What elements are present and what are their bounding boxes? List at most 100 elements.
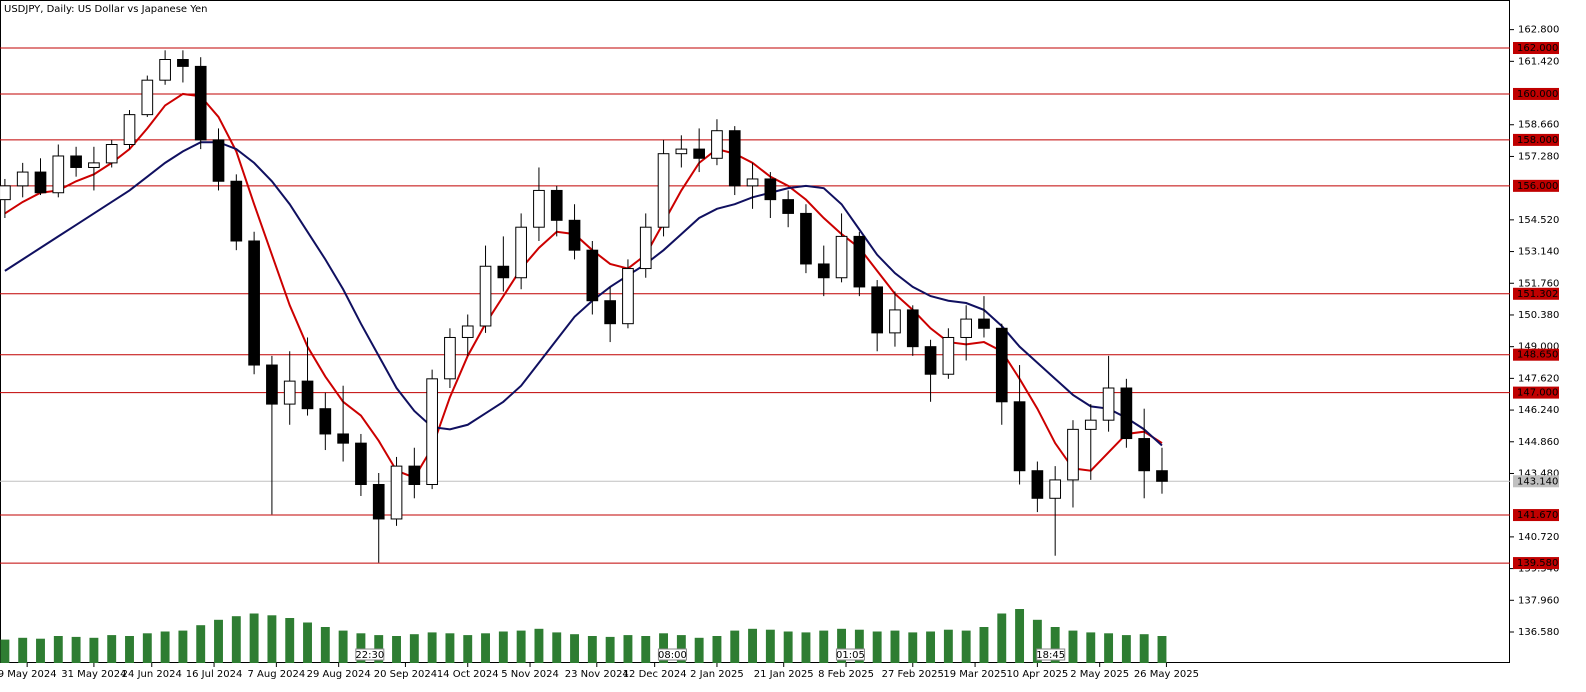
volume-bar: [730, 630, 740, 663]
current-price-label: 143.140: [1517, 476, 1558, 487]
x-tick-label: 14 Oct 2024: [437, 669, 499, 680]
level-label: 156.000: [1517, 181, 1558, 192]
volume-bar: [765, 629, 775, 663]
candle-body: [283, 380, 296, 405]
volume-bar: [1104, 633, 1114, 663]
candle-body: [355, 442, 367, 486]
volume-bar: [783, 631, 793, 663]
volume-bar: [445, 633, 455, 663]
current-price-tag: [1513, 475, 1559, 488]
x-tick-label: 12 Dec 2024: [623, 669, 687, 680]
level-tag: [1513, 386, 1559, 399]
candle-body: [515, 226, 527, 279]
level-tag: [1513, 179, 1559, 192]
volume-bar: [1015, 609, 1025, 663]
level-tag: [1513, 348, 1559, 361]
volume-bar: [1121, 635, 1131, 663]
candle-body: [906, 309, 919, 348]
volume-bar: [356, 633, 366, 663]
candle-body: [657, 153, 670, 228]
event-box: [1036, 648, 1066, 661]
volume-bar: [18, 637, 28, 663]
candle-body: [550, 189, 563, 221]
volume-bar: [481, 633, 490, 663]
volume-bar: [338, 630, 348, 663]
candle-body: [479, 265, 492, 327]
volume-bar: [712, 636, 722, 663]
volume-bar: [534, 628, 544, 663]
volume-bar: [160, 631, 170, 663]
x-tick-label: 10 Apr 2025: [1006, 669, 1068, 680]
candle-body: [978, 318, 990, 329]
volume-bar: [961, 630, 971, 663]
volume-bar: [748, 628, 758, 663]
candle-body: [34, 171, 47, 194]
candle-body: [693, 148, 705, 159]
y-tick-label: 153.140: [1518, 247, 1559, 258]
volume-bar: [694, 637, 704, 663]
candle-body: [533, 189, 545, 228]
candle-body: [461, 325, 474, 338]
candle-body: [728, 130, 741, 187]
volume-bar: [285, 618, 295, 663]
level-tag: [1513, 509, 1559, 522]
candle-body: [568, 219, 581, 251]
x-tick-label: 31 May 2024: [61, 669, 126, 680]
candle-body: [372, 484, 385, 520]
y-tick-label: 144.860: [1518, 437, 1559, 448]
y-tick-label: 157.280: [1518, 151, 1559, 162]
candle-body: [1049, 479, 1062, 499]
level-label: 148.650: [1517, 350, 1558, 361]
x-tick-label: 8 Feb 2025: [818, 669, 874, 680]
volume-bar: [801, 632, 811, 663]
level-tag: [1513, 42, 1559, 55]
candle-body: [586, 249, 599, 302]
candle-body: [639, 226, 652, 270]
volume-bar: [409, 634, 419, 663]
x-tick-label: 9 May 2024: [0, 669, 57, 680]
volume-bar: [320, 627, 330, 663]
x-tick-label: 2 May 2025: [1070, 669, 1129, 680]
candle-body: [924, 346, 937, 375]
volume-bar: [552, 632, 562, 663]
volume-bar: [516, 630, 526, 663]
level-tag: [1513, 133, 1559, 146]
volume-bar: [214, 619, 223, 663]
candle-body: [248, 240, 260, 366]
y-tick-label: 161.420: [1518, 56, 1559, 67]
y-tick-label: 146.240: [1518, 405, 1559, 416]
candle-body: [1102, 387, 1115, 421]
volume-bar: [1032, 619, 1042, 663]
candle-body: [497, 265, 510, 279]
y-tick-label: 139.340: [1518, 564, 1559, 575]
candle-body: [995, 327, 1008, 403]
level-label: 139.580: [1517, 558, 1558, 569]
volume-bar: [36, 638, 45, 663]
x-tick-label: 26 May 2025: [1134, 669, 1199, 680]
level-tag: [1513, 287, 1559, 300]
candle-body: [711, 130, 723, 159]
candle-body: [159, 59, 171, 81]
y-tick-label: 158.660: [1518, 120, 1559, 131]
volume-bar: [943, 629, 953, 663]
x-tick-label: 23 Nov 2024: [565, 669, 629, 680]
level-tag: [1513, 87, 1559, 100]
y-tick-label: 140.720: [1518, 532, 1559, 543]
x-tick-label: 2 Jan 2025: [690, 669, 744, 680]
candle-body: [0, 185, 11, 201]
y-tick-label: 137.960: [1518, 595, 1559, 606]
volume-bar: [142, 633, 152, 663]
candle-body: [1138, 438, 1151, 472]
y-tick-label: 162.800: [1518, 25, 1559, 36]
candle-body: [782, 199, 794, 214]
x-tick-label: 24 Jun 2024: [122, 669, 182, 680]
volume-bar: [854, 629, 864, 663]
moving-average: [4, 141, 1163, 447]
volume-bar: [1086, 632, 1096, 663]
candle-body: [16, 171, 29, 187]
x-tick-label: 7 Aug 2024: [248, 669, 306, 680]
candle-body: [266, 364, 278, 405]
volume-bar: [1157, 636, 1167, 663]
volume-bar: [427, 632, 437, 663]
candle-body: [408, 465, 421, 485]
